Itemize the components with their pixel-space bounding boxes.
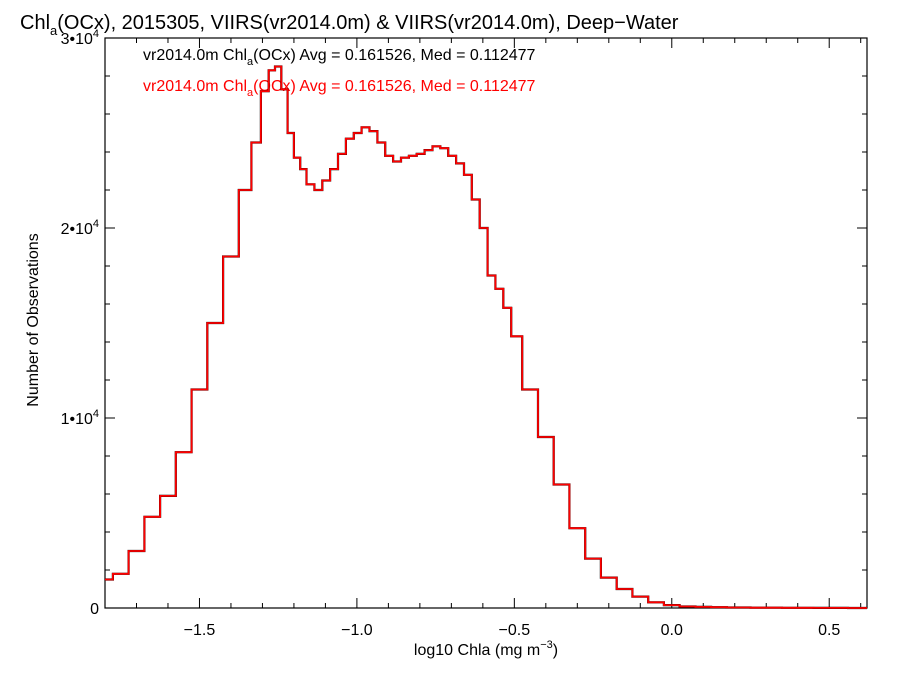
chart-title: Chla(OCx), 2015305, VIIRS(vr2014.0m) & V… bbox=[20, 12, 679, 38]
series-group bbox=[105, 65, 867, 610]
y-tick-label: 3•104 bbox=[61, 28, 99, 48]
plot-frame bbox=[104, 37, 868, 609]
axis-ticks: −1.5 −1.0 −0.5 0.0 0.5 0 1•104 2•104 3•104 bbox=[61, 28, 867, 639]
x-tick-label: 0.5 bbox=[818, 622, 840, 639]
legend-entry-red: vr2014.0m Chla(OCx) Avg = 0.161526, Med … bbox=[143, 78, 536, 99]
x-axis-label: log10 Chla (mg m−3) bbox=[414, 639, 558, 659]
x-tick-label: −0.5 bbox=[499, 622, 531, 639]
series-line-red bbox=[105, 65, 867, 609]
x-tick-label: −1.5 bbox=[184, 622, 216, 639]
y-axis-label: Number of Observations bbox=[25, 233, 42, 406]
y-tick-label: 1•104 bbox=[61, 408, 99, 428]
series-line-black bbox=[105, 65, 867, 610]
y-tick-label: 0 bbox=[90, 601, 99, 618]
y-tick-label: 2•104 bbox=[61, 218, 99, 238]
legend-entry-black: vr2014.0m Chla(OCx) Avg = 0.161526, Med … bbox=[143, 47, 536, 68]
x-tick-label: 0.0 bbox=[661, 622, 683, 639]
x-tick-label: −1.0 bbox=[341, 622, 373, 639]
